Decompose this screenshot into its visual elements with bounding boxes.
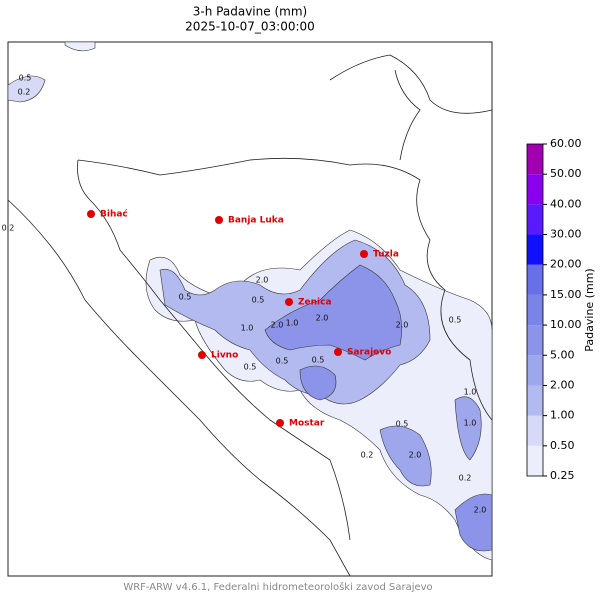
- contour-label: 2.0: [256, 276, 269, 285]
- contour-label: 0.5: [276, 357, 289, 366]
- city-label: Bihać: [100, 209, 128, 220]
- colorbar-band: [527, 385, 543, 416]
- colorbar-band: [527, 294, 543, 326]
- colorbar-band: [527, 445, 543, 476]
- city-marker: [334, 348, 342, 356]
- coastline: [7, 199, 351, 577]
- contour-label: 0.2: [459, 474, 472, 483]
- precip-area: [454, 396, 482, 461]
- colorbar-label: Padavine (mm): [583, 268, 596, 351]
- precip-area: [454, 493, 493, 552]
- contour-label: 1.0: [464, 419, 477, 428]
- border: [77, 159, 351, 541]
- colorbar-frame: [526, 143, 544, 477]
- subtitle: 2025-10-07_03:00:00: [185, 20, 315, 34]
- colorbar-tick-label: 50.00: [550, 167, 582, 180]
- city-label: Livno: [211, 351, 238, 361]
- colorbar: 0.25 0.50 1.00 2.00 5.00 10.00 15.00 20.00 30.00…: [526, 137, 582, 482]
- precipitation: [7, 41, 493, 561]
- city-marker: [198, 351, 206, 359]
- colorbar-tick-label: 15.00: [550, 288, 582, 301]
- city-label: Zenica: [298, 298, 332, 308]
- border: [329, 54, 493, 114]
- city-marker: [215, 216, 223, 224]
- colorbar-band: [527, 234, 543, 265]
- city-label: Mostar: [289, 419, 325, 429]
- contour-label: 2.0: [409, 451, 422, 460]
- precip-area: [64, 41, 96, 52]
- city-label: Tuzla: [373, 250, 399, 260]
- contour-label: 0.5: [312, 356, 325, 365]
- contour-label: 0.2: [2, 224, 15, 233]
- colorbar-tick-label: 2.00: [550, 378, 575, 391]
- contour-label: 1.0: [464, 388, 477, 397]
- city-marker: [87, 210, 95, 218]
- title: 3-h Padavine (mm): [193, 5, 307, 19]
- border: [394, 69, 421, 161]
- colorbar-band: [527, 325, 543, 356]
- contour-label: 0.2: [361, 451, 374, 460]
- contour-label: 0.5: [396, 420, 409, 429]
- colorbar-band: [527, 264, 543, 295]
- colorbar-tick-label: 40.00: [550, 197, 582, 210]
- colorbar-tick-label: 20.00: [550, 258, 582, 271]
- colorbar-band: [527, 355, 543, 386]
- contour-label: 0.5: [244, 363, 257, 372]
- contour-label: 2.0: [271, 321, 284, 330]
- borders: [7, 54, 493, 577]
- colorbar-tick-label: 5.00: [550, 348, 575, 361]
- contour-label: 0.5: [449, 316, 462, 325]
- colorbar-tick-label: 0.25: [550, 469, 575, 482]
- contour-label: 2.0: [396, 321, 409, 330]
- colorbar-band: [527, 204, 543, 235]
- contour-label: 1.0: [241, 324, 254, 333]
- contour-label: 2.0: [474, 506, 487, 515]
- colorbar-band: [527, 415, 543, 446]
- colorbar-tick-label: 30.00: [550, 228, 582, 241]
- city-marker: [360, 250, 368, 258]
- contour-label: 0.5: [179, 293, 192, 302]
- precip-area: [7, 75, 46, 103]
- colorbar-tick-label: 1.00: [550, 409, 575, 422]
- precip-area: [379, 425, 432, 487]
- footer: WRF-ARW v4.6.1, Federalni hidrometeorolo…: [123, 581, 432, 593]
- colorbar-tick-label: 10.00: [550, 318, 582, 331]
- city-marker: [276, 419, 284, 427]
- contour-label: 0.5: [252, 296, 265, 305]
- city-label: Banja Luka: [228, 216, 284, 226]
- contour-label: 1.0: [286, 319, 299, 328]
- contour-label: 0.2: [18, 88, 31, 97]
- map: [7, 41, 493, 577]
- city-label: Sarajevo: [347, 348, 391, 358]
- colorbar-band: [527, 174, 543, 205]
- colorbar-tick-label: 0.50: [550, 439, 575, 452]
- contour-label: 2.0: [316, 314, 329, 323]
- precip-area: [299, 365, 337, 401]
- border: [77, 157, 493, 421]
- city-marker: [285, 298, 293, 306]
- colorbar-tick-label: 60.00: [550, 137, 582, 150]
- colorbar-band: [527, 144, 543, 175]
- precip-area: [264, 264, 402, 361]
- contour-label: 0.5: [19, 74, 32, 83]
